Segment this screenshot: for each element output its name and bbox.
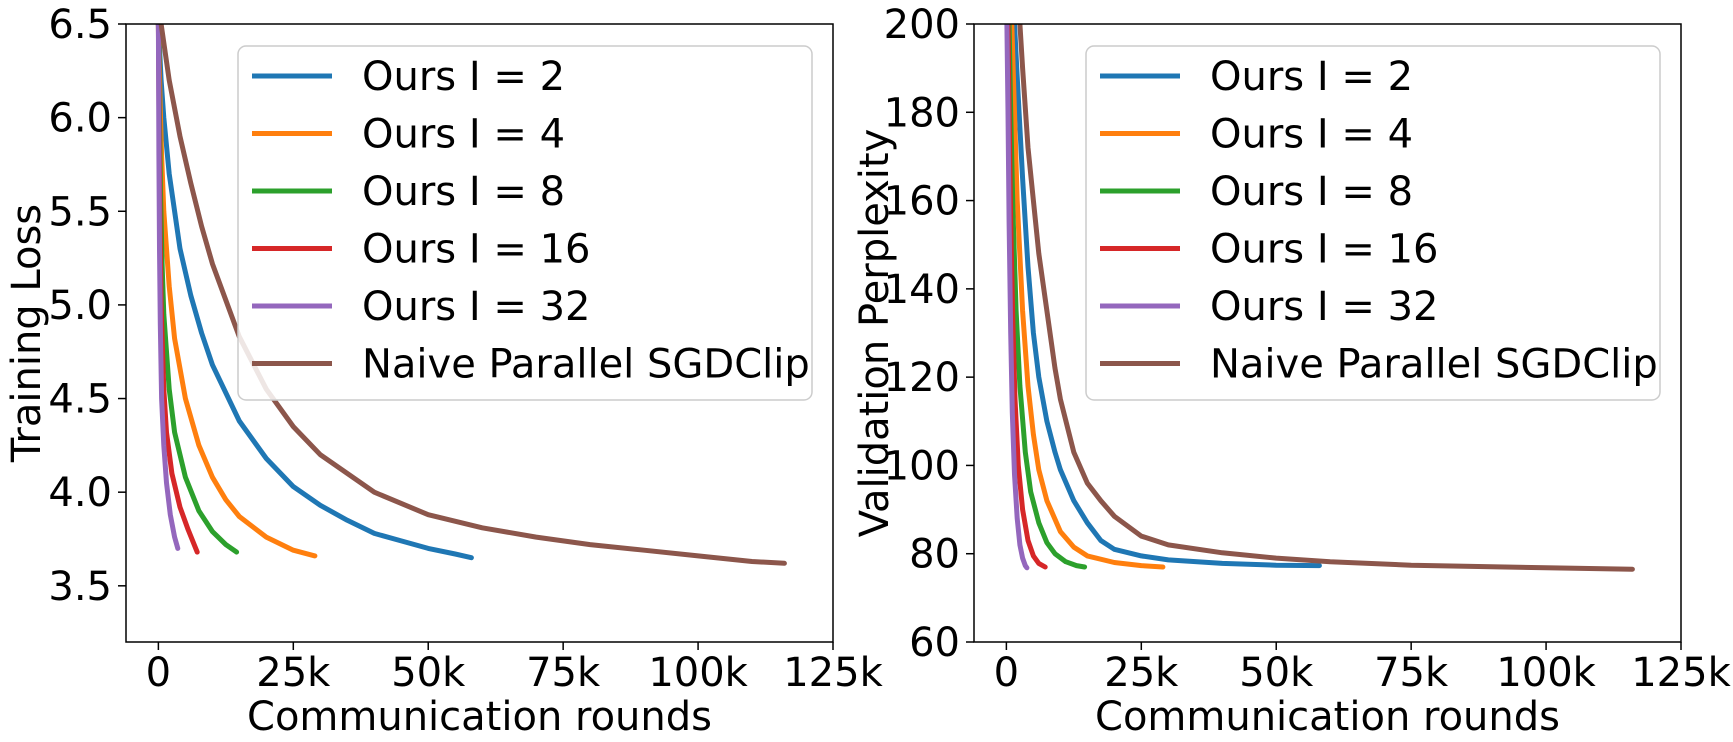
y-tick-label: 3.5 [48, 564, 112, 610]
y-axis-label: Training Loss [4, 204, 50, 463]
y-tick-label: 100 [884, 443, 960, 489]
series-line-1 [1012, 24, 1322, 569]
y-tick-label: 160 [884, 179, 960, 225]
x-tick-label: 0 [146, 650, 171, 696]
legend-label-5: Ours I = 32 [1210, 284, 1438, 330]
chart-panel-2: 0 25k 50k 75k 100k 125k 60 80 100 120 140 160 180 200… [852, 2, 1732, 740]
x-tick-label: 75k [1374, 650, 1449, 696]
y-tick-label: 4.5 [48, 377, 112, 423]
y-tick-label: 60 [909, 620, 960, 666]
legend-label-6: Naive Parallel SGDClip [362, 342, 810, 388]
legend: Ours I = 2 Ours I = 4 Ours I = 8 Ours I = 1… [1085, 45, 1661, 401]
series-lines [1004, 24, 1635, 572]
x-tick-label: 100k [1496, 650, 1596, 696]
x-tick-label: 100k [648, 650, 748, 696]
legend-label-2: Ours I = 4 [362, 112, 565, 158]
series-line-6 [1017, 24, 1635, 572]
x-axis-label: Communication rounds [1095, 694, 1560, 740]
y-tick-label: 6.5 [48, 2, 112, 48]
y-axis-label: Validation Perplexity [852, 129, 898, 538]
y-tick-label: 120 [884, 355, 960, 401]
series-line-5 [155, 24, 181, 551]
x-tick-label: 50k [391, 650, 466, 696]
axes-frame [125, 23, 834, 643]
y-tick-label: 5.5 [48, 189, 112, 235]
legend: Ours I = 2 Ours I = 4 Ours I = 8 Ours I = 1… [237, 45, 813, 401]
x-axis-label: Communication rounds [247, 694, 712, 740]
axes-frame [973, 23, 1682, 643]
x-tick-label: 25k [256, 650, 331, 696]
series-line-5 [1004, 24, 1030, 571]
series-line-6 [158, 24, 787, 566]
series-lines [155, 24, 787, 566]
x-tick-label: 0 [994, 650, 1019, 696]
y-tick-label: 6.0 [48, 96, 112, 142]
legend-label-4: Ours I = 16 [362, 227, 590, 273]
x-tick-label: 50k [1239, 650, 1314, 696]
x-tick-label: 125k [783, 650, 883, 696]
chart-panel-1: 0 25k 50k 75k 100k 125k 3.5 4.0 4.5 5.0 5.5 6.0 6.5 C… [4, 2, 884, 740]
y-tick-label: 4.0 [48, 470, 112, 516]
legend-label-5: Ours I = 32 [362, 284, 590, 330]
x-tick-label: 125k [1631, 650, 1731, 696]
y-tick-label: 5.0 [48, 283, 112, 329]
legend-box [237, 45, 813, 401]
legend-label-3: Ours I = 8 [362, 169, 565, 215]
series-line-2 [1009, 24, 1166, 570]
legend-label-4: Ours I = 16 [1210, 227, 1438, 273]
legend-label-1: Ours I = 2 [362, 54, 565, 100]
legend-label-2: Ours I = 4 [1210, 112, 1413, 158]
legend-box [1085, 45, 1661, 401]
y-tick-label: 200 [884, 2, 960, 48]
y-tick-label: 80 [909, 532, 960, 578]
legend-label-1: Ours I = 2 [1210, 54, 1413, 100]
y-tick-label: 140 [884, 267, 960, 313]
y-tick-label: 180 [884, 90, 960, 136]
series-line-1 [155, 24, 474, 561]
x-tick-label: 75k [526, 650, 601, 696]
legend-label-3: Ours I = 8 [1210, 169, 1413, 215]
legend-label-6: Naive Parallel SGDClip [1210, 342, 1658, 388]
x-tick-label: 25k [1104, 650, 1179, 696]
